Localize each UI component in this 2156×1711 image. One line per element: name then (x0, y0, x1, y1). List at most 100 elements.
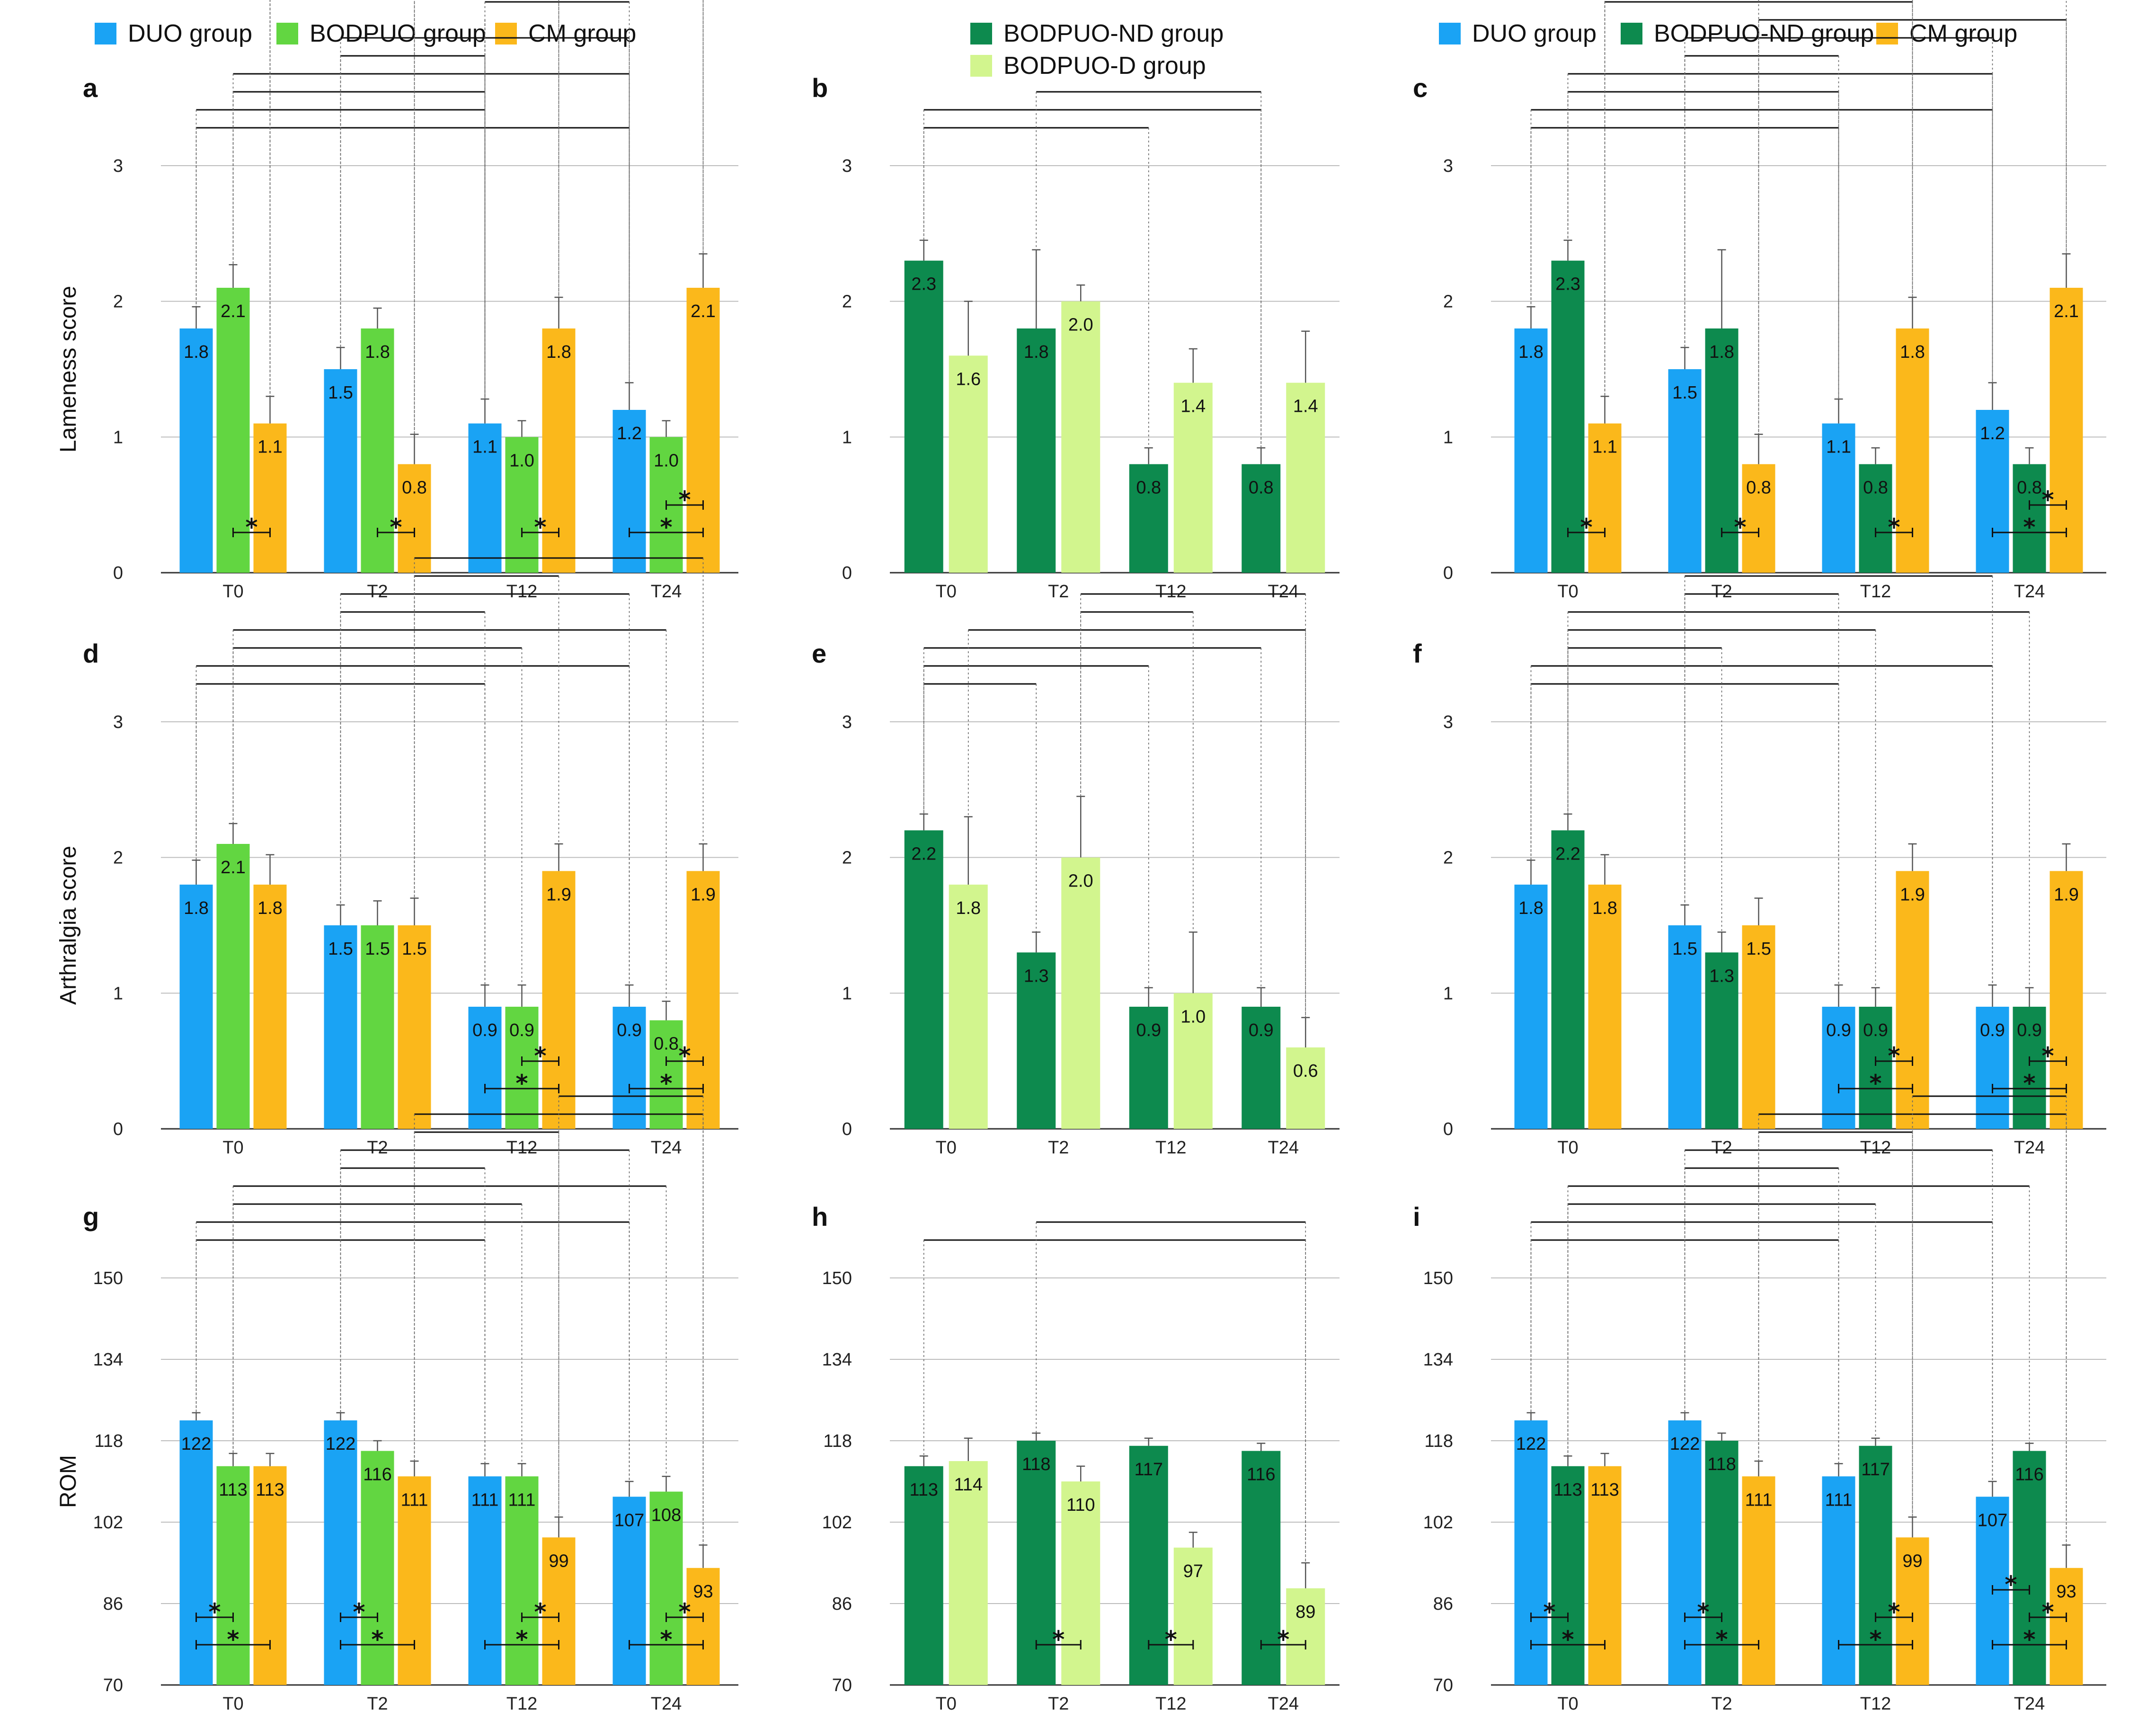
data-label: 93 (693, 1582, 713, 1602)
significance-star: * (390, 514, 402, 541)
legend-swatch (95, 23, 116, 44)
data-label: 114 (954, 1475, 983, 1495)
bar-bodpuo-d-group-t12 (1173, 382, 1213, 573)
panel-a: a 0 1 2 3 Lameness score T0 T2 T12 T24 1.8 1.5 1.1 1.… (56, 0, 738, 602)
y-axis-label: Lameness score (56, 286, 81, 452)
data-label: 1.4 (1180, 397, 1206, 417)
data-label: 111 (471, 1490, 499, 1510)
data-label: 2.2 (1555, 844, 1580, 864)
data-label: 1.2 (1980, 424, 2005, 443)
panel-label: a (83, 73, 98, 103)
data-label: 122 (1516, 1434, 1546, 1454)
y-tick-label: 1 (1443, 984, 1453, 1003)
bar-bodpuo-nd-group-t12 (1859, 1007, 1892, 1129)
x-tick-label: T2 (1048, 1138, 1069, 1158)
bar-duo-group-t12 (468, 423, 502, 573)
panel-label: h (812, 1202, 828, 1232)
y-tick-label: 2 (113, 848, 123, 868)
data-label: 2.1 (691, 301, 716, 321)
x-tick-label: T2 (1711, 1694, 1732, 1711)
bar-duo-group-t12 (1822, 423, 1855, 573)
data-label: 0.8 (1746, 478, 1771, 498)
significance-star: * (1165, 1626, 1177, 1653)
bar-bodpuo-nd-group-t24 (2013, 464, 2046, 573)
data-label: 111 (1745, 1490, 1773, 1510)
legend-item-bodpuo-nd-group: BODPUO-ND group (1621, 20, 1874, 47)
x-tick-label: T12 (506, 582, 537, 602)
data-label: 1.8 (1709, 342, 1734, 362)
bar-cm-group-t24 (686, 288, 720, 573)
significance-star: * (660, 514, 672, 541)
data-label: 0.8 (402, 478, 427, 498)
data-label: 2.0 (1068, 315, 1093, 335)
panel-label: f (1413, 638, 1422, 668)
y-tick-label: 86 (103, 1594, 123, 1614)
data-label: 1.8 (184, 342, 209, 362)
bar-bodpuo-d-group-t12 (1173, 993, 1213, 1129)
x-tick-label: T24 (1268, 582, 1299, 602)
data-label: 117 (1134, 1460, 1163, 1480)
significance-star: * (1697, 1598, 1709, 1626)
data-label: 0.9 (1980, 1020, 2005, 1040)
x-tick-label: T0 (1557, 1694, 1578, 1711)
x-tick-label: T0 (1557, 1138, 1578, 1158)
y-tick-label: 3 (1443, 156, 1453, 176)
y-tick-label: 1 (842, 427, 852, 447)
data-label: 117 (1861, 1460, 1890, 1480)
y-tick-label: 134 (1423, 1350, 1453, 1370)
data-label: 1.5 (328, 383, 353, 403)
bar-cm-group-t2 (398, 464, 431, 573)
data-label: 1.8 (1024, 342, 1049, 362)
data-label: 1.2 (617, 424, 642, 443)
data-label: 93 (2056, 1582, 2076, 1602)
x-tick-label: T24 (1268, 1138, 1299, 1158)
data-label: 113 (1553, 1480, 1582, 1500)
y-tick-label: 0 (113, 1119, 123, 1139)
x-tick-label: T2 (1048, 1694, 1069, 1711)
bar-bodpuo-nd-group-t0 (1551, 260, 1585, 573)
significance-star: * (660, 1626, 672, 1653)
significance-star: * (245, 514, 257, 541)
x-tick-label: T12 (506, 1694, 537, 1711)
data-label: 1.9 (2054, 885, 2079, 904)
x-tick-label: T12 (506, 1138, 537, 1158)
legend-label: BODPUO-ND group (1654, 20, 1874, 47)
bar-bodpuo-nd-group-t12 (1129, 1007, 1168, 1129)
data-label: 1.8 (1592, 898, 1617, 918)
bar-bodpuo-nd-group-t24 (1242, 1007, 1281, 1129)
bar-cm-group-t0 (1588, 423, 1622, 573)
bar-bodpuo-d-group-t12 (1173, 1547, 1213, 1685)
bar-duo-group-t24 (1976, 410, 2009, 573)
legend-swatch (970, 23, 992, 44)
data-label: 0.9 (1863, 1020, 1888, 1040)
bar-cm-group-t24 (686, 1568, 720, 1685)
y-tick-label: 0 (842, 1119, 852, 1139)
y-tick-label: 86 (832, 1594, 852, 1614)
bar-bodpuo-group-t0 (216, 844, 250, 1129)
panel-g: g 70 86 102 118 134 150 ROM T0 T2 T12 T24 122 122 111 1… (56, 1095, 738, 1711)
data-label: 1.5 (1746, 939, 1771, 959)
legend-swatch (1439, 23, 1461, 44)
bar-bodpuo-group-t24 (649, 1491, 683, 1685)
data-label: 1.8 (956, 898, 981, 918)
legend-label: BODPUO group (310, 20, 486, 47)
data-label: 0.8 (654, 1034, 679, 1054)
x-tick-label: T2 (1048, 582, 1069, 602)
x-tick-label: T24 (2014, 582, 2045, 602)
data-label: 89 (1295, 1602, 1315, 1622)
data-label: 1.5 (1672, 383, 1697, 403)
legend-item-cm-group: CM group (1876, 20, 2017, 47)
bar-bodpuo-d-group-t0 (949, 355, 988, 573)
significance-star: * (1580, 514, 1592, 541)
y-axis-label: ROM (56, 1455, 81, 1508)
data-label: 1.5 (328, 939, 353, 959)
y-tick-label: 3 (1443, 712, 1453, 732)
significance-star: * (227, 1626, 239, 1653)
significance-star: * (515, 1070, 528, 1097)
data-label: 2.1 (221, 858, 246, 878)
bar-bodpuo-d-group-t24 (1286, 1588, 1325, 1685)
data-label: 107 (614, 1510, 644, 1530)
x-tick-label: T12 (1860, 1694, 1891, 1711)
data-label: 1.8 (1518, 898, 1544, 918)
data-label: 1.5 (402, 939, 427, 959)
